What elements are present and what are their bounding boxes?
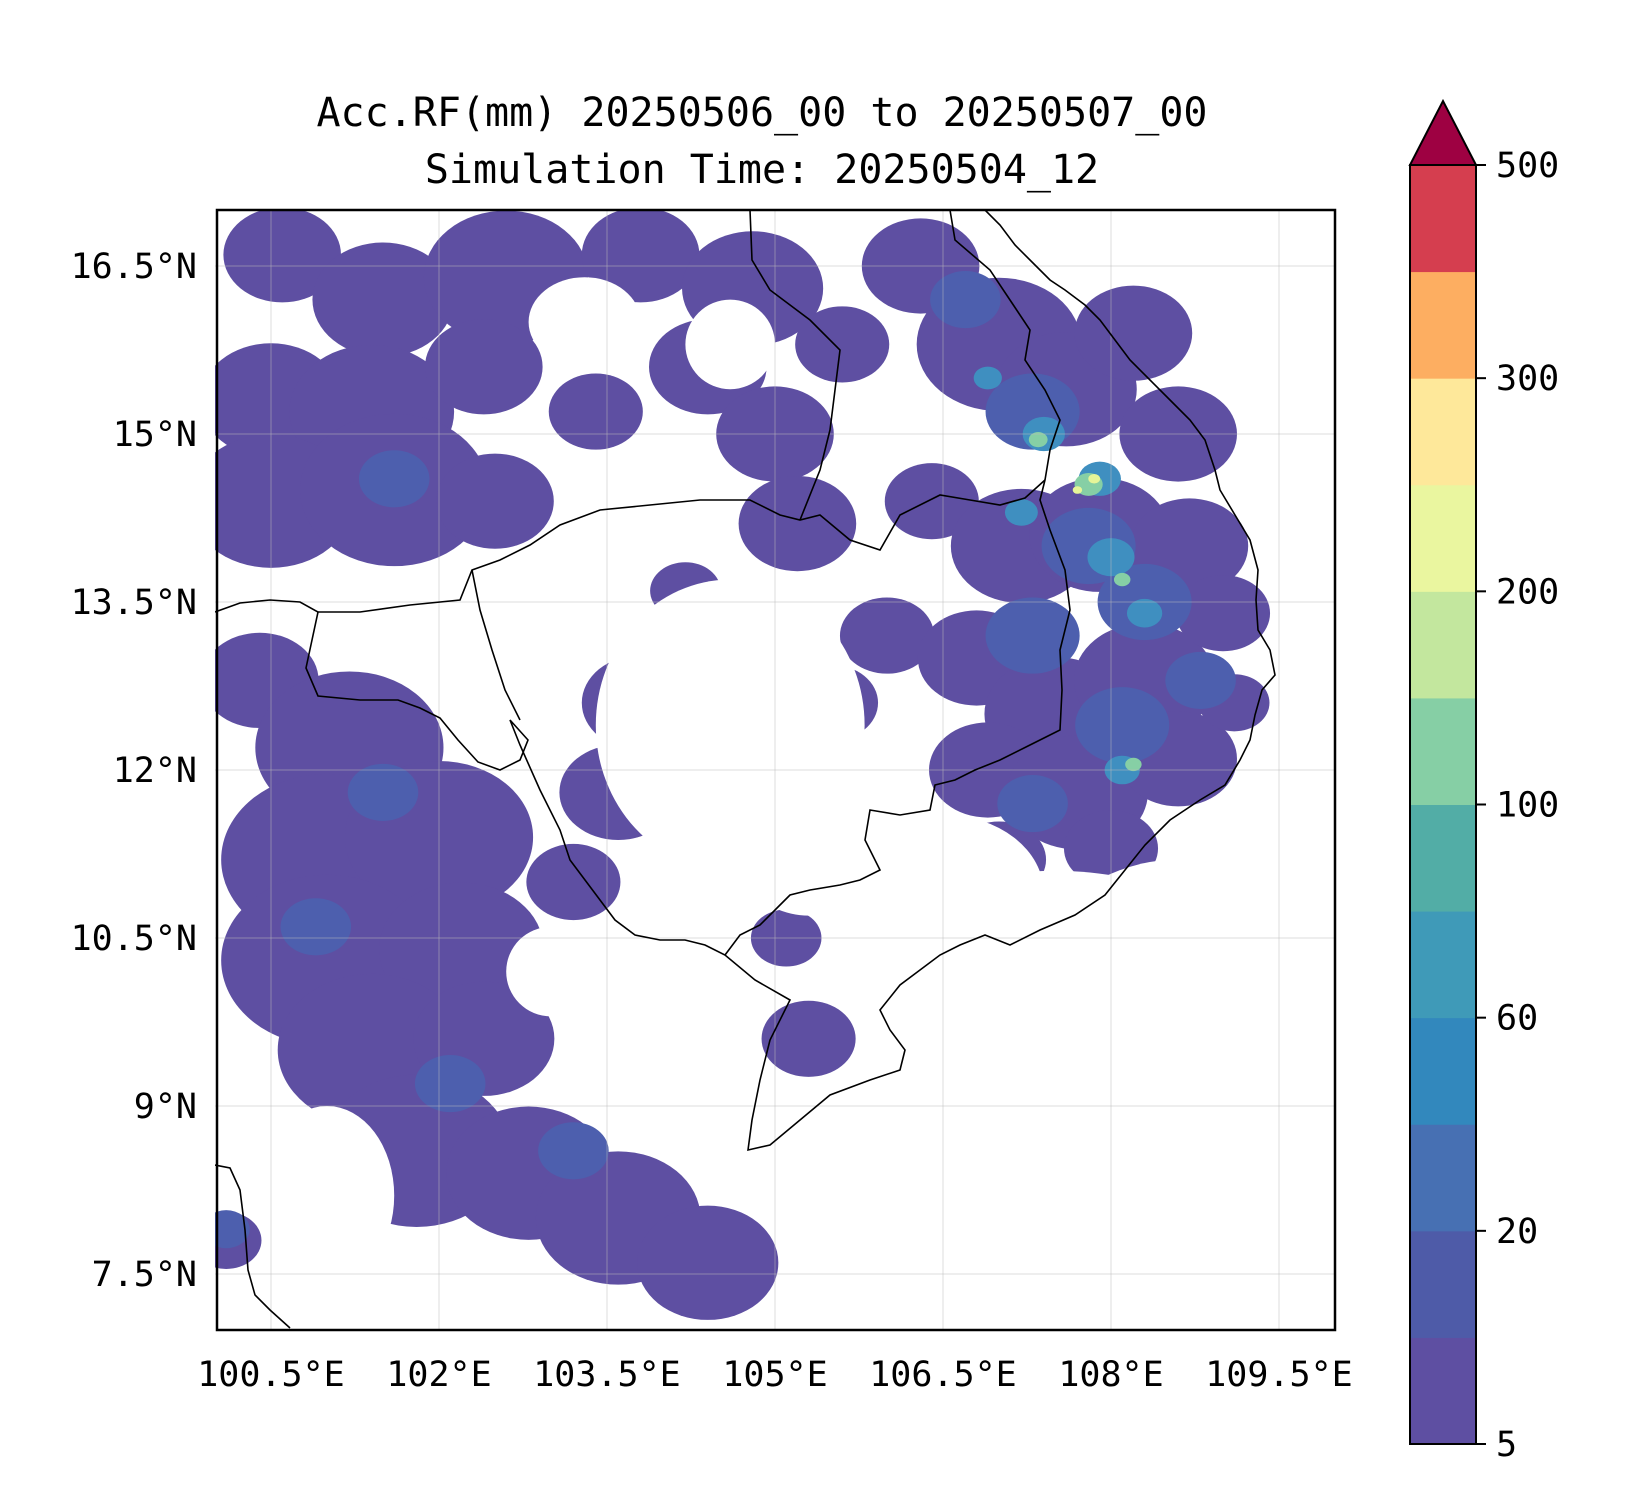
colorbar-segment	[1410, 1230, 1476, 1338]
lon-tick-label: 103.5°E	[533, 1355, 681, 1395]
colorbar-segment	[1410, 697, 1476, 805]
colorbar-segment	[1410, 911, 1476, 1019]
rain-cell	[1113, 572, 1131, 587]
rain-cell	[358, 450, 430, 508]
rain-cell	[1175, 575, 1271, 652]
colorbar-tick-label: 20	[1496, 1212, 1538, 1252]
rain-cell	[223, 210, 341, 303]
map-area	[215, 210, 1335, 1330]
border-thailand-cambodia-south	[471, 569, 521, 721]
lon-tick-label: 109.5°E	[1205, 1355, 1353, 1395]
rain-cell	[548, 373, 643, 450]
colorbar-tick-label: 100	[1496, 786, 1559, 826]
rain-cell	[526, 843, 621, 921]
lat-tick-label: 13.5°N	[71, 583, 197, 623]
colorbar-segment	[1410, 484, 1476, 592]
rain-cell	[436, 453, 554, 549]
rain-cell	[1165, 651, 1236, 709]
colorbar-segment	[1410, 804, 1476, 912]
rain-cell	[738, 475, 857, 572]
colorbar-segment	[1410, 591, 1476, 699]
colorbar-segment	[1410, 378, 1476, 486]
dry-region	[506, 926, 596, 1017]
rain-cell	[538, 1122, 609, 1180]
rain-cell	[425, 319, 543, 415]
colorbar-tick-label: 200	[1496, 572, 1559, 612]
coastline-gulf-of-thailand	[215, 210, 1276, 1152]
dry-region	[685, 299, 775, 390]
lon-tick-label: 105°E	[722, 1355, 827, 1395]
lon-tick-label: 108°E	[1058, 1355, 1163, 1395]
border-laos-vietnam	[724, 210, 1071, 956]
latitude-tick-labels: 16.5°N 15°N 13.5°N 12°N 10.5°N 9°N 7.5°N	[71, 247, 197, 1295]
rain-cell	[280, 898, 352, 956]
border-thailand-cambodia	[318, 479, 1046, 613]
dry-areas	[259, 277, 1335, 1330]
title-line-2: Simulation Time: 20250504_12	[425, 147, 1099, 193]
rain-cell	[312, 242, 454, 357]
title-line-1: Acc.RF(mm) 20250506_00 to 20250507_00	[316, 90, 1207, 136]
lat-tick-label: 9°N	[134, 1087, 197, 1127]
lon-tick-label: 106.5°E	[869, 1355, 1017, 1395]
rain-cell	[1088, 474, 1101, 484]
graticule	[215, 210, 1335, 1330]
colorbar-segment	[1410, 165, 1476, 273]
rain-cell	[884, 463, 979, 540]
longitude-tick-labels: 100.5°E 102°E 103.5°E 105°E 106.5°E 108°E 109.…	[197, 1355, 1353, 1395]
rain-cell	[637, 1205, 779, 1320]
rain-cell	[973, 366, 1002, 390]
map-frame	[215, 208, 1337, 1332]
rain-cell	[347, 763, 419, 821]
lon-tick-label: 100.5°E	[197, 1355, 345, 1395]
rain-cell	[1125, 757, 1142, 772]
colorbar-tick-label: 500	[1496, 146, 1559, 186]
dry-region	[259, 1106, 395, 1286]
colorbar-segment	[1410, 271, 1476, 379]
lat-tick-label: 7.5°N	[92, 1255, 197, 1295]
colorbar-segment	[1410, 1017, 1476, 1125]
lat-tick-label: 16.5°N	[71, 247, 197, 287]
border-laos	[749, 210, 841, 521]
rain-cell	[1072, 486, 1083, 494]
colorbar-segment	[1410, 1337, 1476, 1445]
coastline-peninsula	[215, 1164, 291, 1329]
lat-tick-label: 12°N	[113, 751, 197, 791]
rain-cell	[985, 597, 1080, 674]
rain-cell	[839, 597, 935, 674]
rain-cell	[215, 1210, 250, 1249]
coastlines-and-borders	[215, 210, 1276, 1329]
rain-cell	[761, 1000, 856, 1077]
colorbar-extend-arrow	[1408, 98, 1478, 166]
colorbar: 5 20 60 100 200 300 500	[1408, 98, 1559, 1465]
rain-cell	[1126, 598, 1163, 628]
rain-cell	[1074, 285, 1193, 381]
rain-cell	[930, 271, 1001, 329]
rain-cell	[1028, 431, 1048, 448]
rain-cell	[379, 882, 544, 1016]
rain-cell	[1004, 499, 1038, 526]
lon-tick-label: 102°E	[386, 1355, 491, 1395]
rain-cell	[1075, 687, 1170, 764]
colorbar-segment	[1410, 1124, 1476, 1232]
dry-region	[528, 277, 641, 367]
rain-cell	[795, 306, 890, 383]
colorbar-tick-label: 300	[1496, 359, 1559, 399]
rain-cell	[997, 775, 1068, 833]
rain-cell	[414, 1055, 486, 1113]
rain-cell	[581, 210, 700, 303]
lat-tick-label: 10.5°N	[71, 919, 197, 959]
colorbar-tick-label: 5	[1496, 1425, 1517, 1465]
rainfall-field	[215, 210, 1271, 1320]
colorbar-tick-label: 60	[1496, 999, 1538, 1039]
lat-tick-label: 15°N	[113, 415, 197, 455]
